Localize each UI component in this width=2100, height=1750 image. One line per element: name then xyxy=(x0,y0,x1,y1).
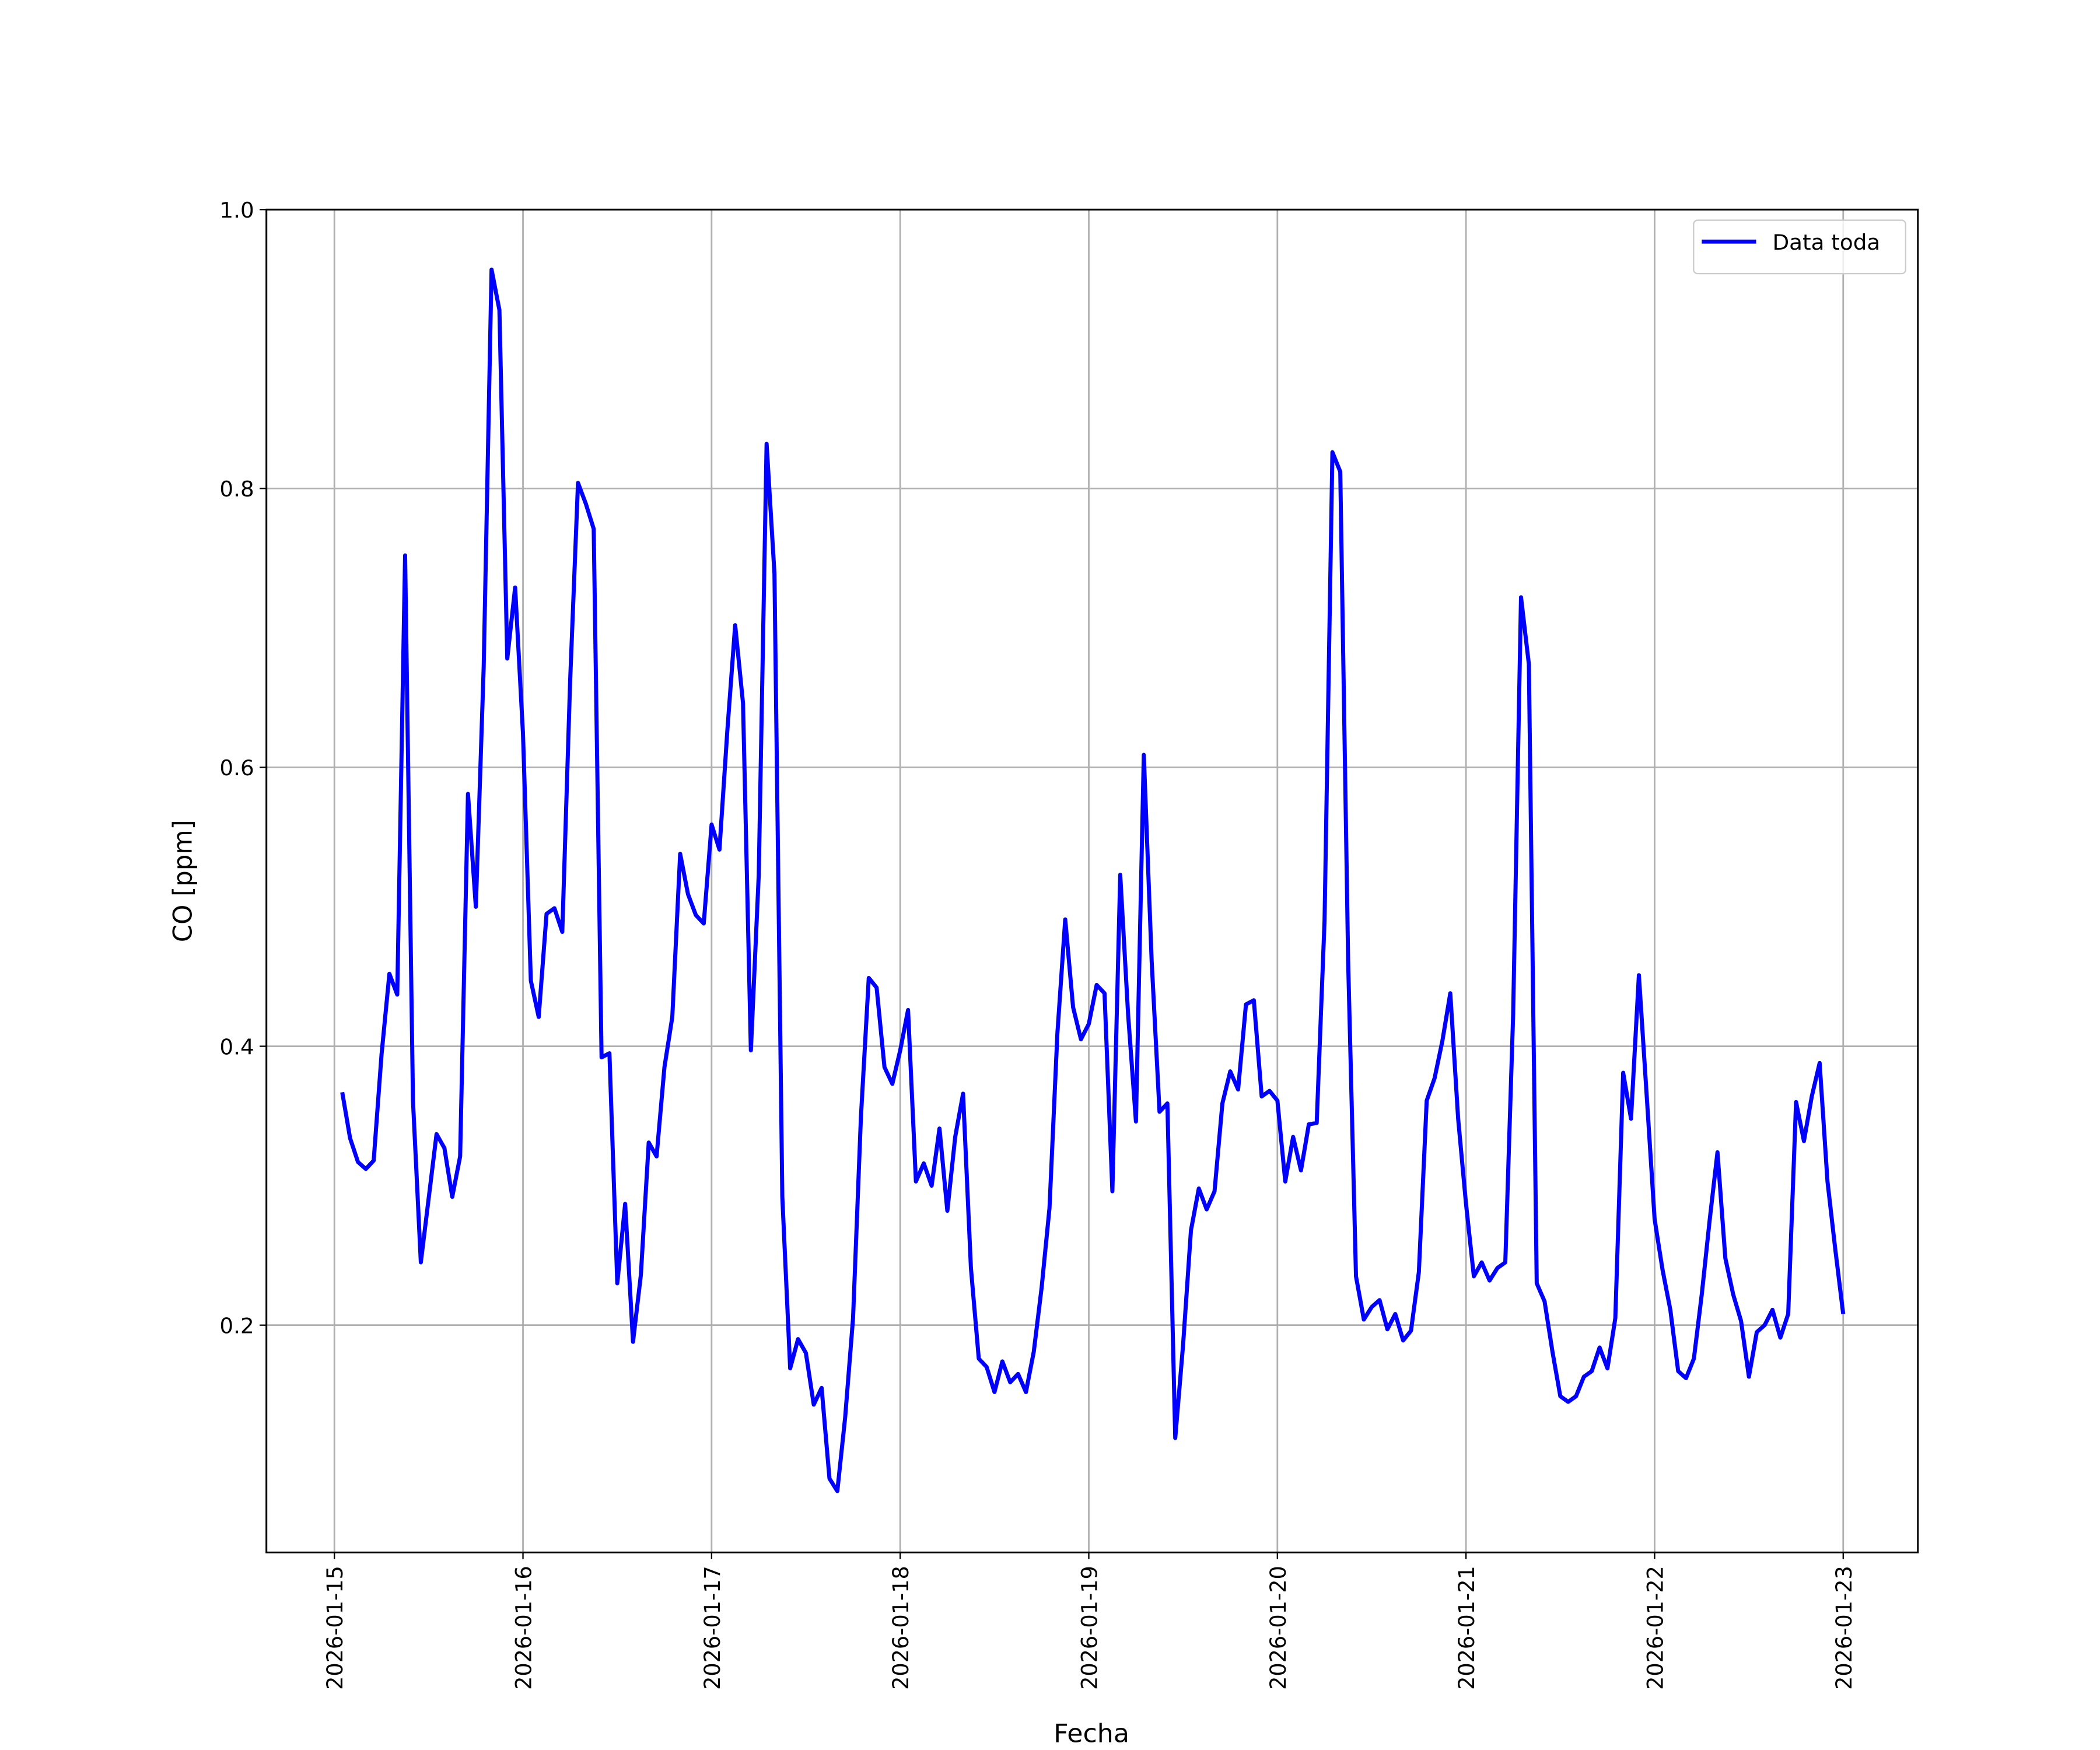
x-tick-label: 2026-01-15 xyxy=(323,1566,348,1690)
y-tick-label: 0.2 xyxy=(219,1314,254,1339)
data-line xyxy=(340,267,1846,1493)
x-tick-label: 2026-01-23 xyxy=(1831,1566,1856,1690)
y-tick-label: 0.4 xyxy=(219,1035,254,1060)
x-tick-label: 2026-01-20 xyxy=(1266,1566,1291,1690)
y-tick-label: 0.8 xyxy=(219,477,254,502)
x-tick-label: 2026-01-19 xyxy=(1077,1566,1102,1690)
y-tick-label: 1.0 xyxy=(219,198,254,223)
x-tick-label: 2026-01-16 xyxy=(511,1566,536,1690)
x-tick-label: 2026-01-21 xyxy=(1454,1566,1479,1690)
x-tick-label: 2026-01-22 xyxy=(1643,1566,1668,1690)
x-tick-label: 2026-01-17 xyxy=(700,1566,725,1690)
y-axis-label: CO [ppm] xyxy=(168,820,198,942)
x-tick-label: 2026-01-18 xyxy=(888,1566,914,1690)
legend-box xyxy=(1693,219,1906,275)
plot-frame xyxy=(265,208,1919,1553)
legend-label: Data toda xyxy=(1772,230,1880,255)
x-axis-label: Fecha xyxy=(1054,1719,1129,1749)
y-tick-label: 0.6 xyxy=(219,756,254,781)
